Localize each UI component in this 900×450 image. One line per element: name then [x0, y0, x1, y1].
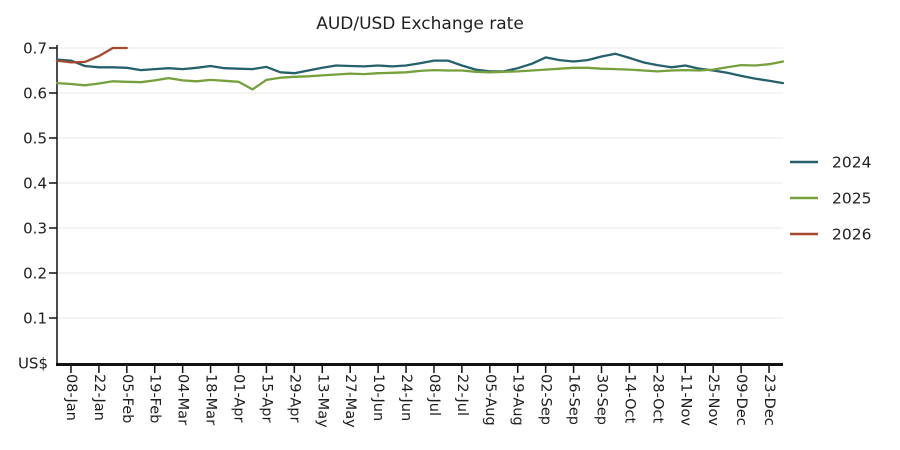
legend-label-2025: 2025: [832, 190, 871, 208]
x-tick-label: 29-Apr: [286, 374, 302, 422]
x-tick-label: 23-Dec: [761, 374, 777, 426]
axes: [49, 45, 783, 373]
y-tick-label: 0.3: [23, 220, 47, 238]
y-tick-label: 0.4: [23, 175, 47, 193]
x-tick-label: 27-May: [342, 374, 358, 428]
x-tick-label: 01-Apr: [231, 374, 247, 422]
x-tick-label: 05-Aug: [482, 374, 498, 426]
y-tick-label: 0.1: [23, 310, 47, 328]
x-tick-label: 14-Oct: [621, 374, 637, 423]
y-tick-label: 0.7: [23, 40, 47, 58]
x-tick-label: 25-Nov: [705, 374, 721, 426]
series-line-2026: [55, 46, 128, 64]
x-tick-label: 11-Nov: [677, 374, 693, 426]
x-tick-label: 02-Sep: [538, 374, 554, 425]
series-lines: [55, 46, 785, 91]
x-tick-label: 04-Mar: [175, 374, 191, 425]
x-tick-label: 18-Mar: [203, 374, 219, 425]
x-tick-label: 19-Aug: [510, 374, 526, 426]
x-tick-labels: 08-Jan 22-Jan 05-Feb 19-Feb 04-Mar 18-Mar 01-A…: [63, 374, 777, 428]
x-tick-label: 08-Jan: [63, 374, 79, 421]
x-tick-label: 08-Jul: [426, 374, 442, 416]
x-tick-label: 30-Sep: [594, 374, 610, 425]
x-tick-label: 28-Oct: [649, 374, 665, 423]
x-tick-label: 09-Dec: [733, 374, 749, 426]
x-tick-label: 22-Jul: [454, 374, 470, 416]
y-tick-label: 0.5: [23, 130, 47, 148]
y-tick-label: 0.2: [23, 265, 47, 283]
y-tick-labels: 0.1 0.2 0.3 0.4 0.5 0.6 0.7: [23, 40, 47, 328]
x-tick-label: 16-Sep: [566, 374, 582, 425]
legend-label-2026: 2026: [832, 226, 871, 244]
legend: 2024 2025 2026: [790, 154, 871, 244]
x-tick-label: 10-Jun: [370, 374, 386, 421]
series-line-2024: [55, 52, 785, 85]
chart-title: AUD/USD Exchange rate: [316, 14, 524, 34]
y-axis-unit-label: US$: [18, 355, 48, 373]
x-tick-label: 24-Jun: [398, 374, 414, 421]
series-line-2025: [55, 60, 785, 91]
x-tick-label: 13-May: [314, 374, 330, 428]
x-tick-label: 15-Apr: [258, 374, 274, 422]
x-tick-label: 05-Feb: [119, 374, 135, 423]
x-tick-label: 19-Feb: [147, 374, 163, 423]
y-tick-label: 0.6: [23, 85, 47, 103]
x-tick-label: 22-Jan: [91, 374, 107, 421]
legend-label-2024: 2024: [832, 154, 871, 172]
gridlines: [57, 47, 783, 319]
